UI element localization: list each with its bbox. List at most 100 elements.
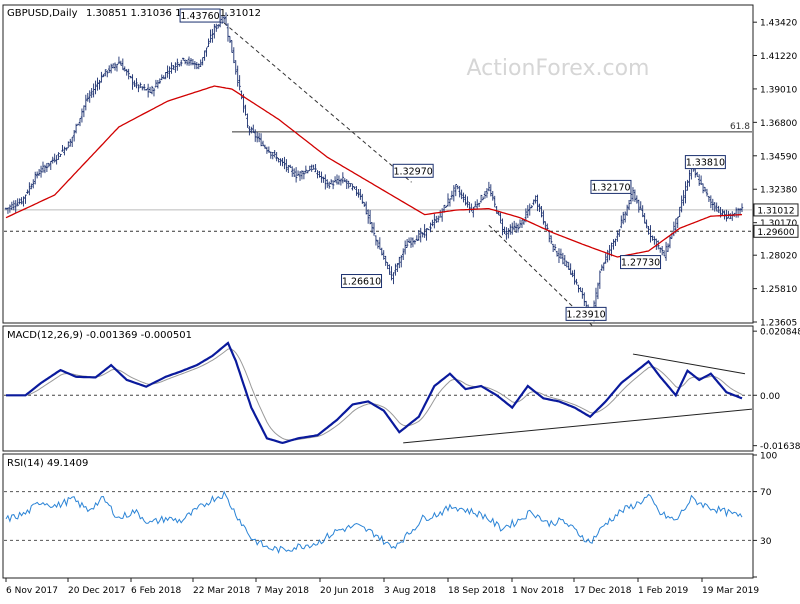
price-bar <box>178 63 181 67</box>
price-annotation: 1.23910 <box>565 306 607 321</box>
price-bar <box>166 65 169 78</box>
price-bar <box>328 181 331 189</box>
price-bar <box>372 222 376 236</box>
price-bar <box>553 244 557 251</box>
rsi-panel <box>2 453 754 579</box>
price-bar <box>565 260 568 268</box>
price-bar <box>291 166 294 177</box>
price-bar <box>511 222 514 235</box>
price-bar <box>400 255 403 268</box>
price-bar <box>489 184 493 197</box>
price-bar <box>187 56 191 66</box>
price-bar <box>363 201 366 207</box>
price-bar <box>16 198 19 207</box>
rsi-label: RSI(14) 49.1409 <box>7 458 88 469</box>
price-bar <box>211 28 214 43</box>
price-bar <box>34 171 37 185</box>
price-bar <box>37 169 41 176</box>
last-price-label: 1.31012 <box>757 206 794 216</box>
price-bar <box>403 240 407 255</box>
price-tick-label: 1.39010 <box>760 85 797 95</box>
price-bar <box>57 152 60 160</box>
price-bar <box>47 162 51 168</box>
price-bar <box>635 195 639 204</box>
price-bar <box>238 75 241 91</box>
time-tick-label: 17 Dec 2018 <box>574 586 632 596</box>
price-bar <box>631 187 635 202</box>
price-bar <box>185 59 189 66</box>
price-bar <box>483 191 487 199</box>
price-bar <box>596 282 600 300</box>
price-bar <box>365 201 368 215</box>
price-bar <box>425 227 428 241</box>
price-bar <box>174 62 177 73</box>
price-bar <box>680 195 683 213</box>
price-bar <box>487 181 491 192</box>
time-tick-label: 7 May 2018 <box>256 586 309 596</box>
price-bar <box>431 219 434 227</box>
macd-trendline-upper <box>632 353 746 375</box>
price-bar <box>335 174 339 185</box>
price-bar <box>45 162 49 173</box>
support-price-label: 1.29600 <box>757 228 794 238</box>
price-bar <box>20 197 23 205</box>
price-bar <box>117 56 121 64</box>
price-bar <box>505 227 508 240</box>
price-bar <box>102 73 105 78</box>
price-bar <box>331 180 335 190</box>
price-bar <box>427 228 430 231</box>
price-bar <box>727 210 730 219</box>
price-bar <box>678 206 681 218</box>
price-bar <box>135 78 138 89</box>
price-bar <box>522 220 526 225</box>
price-bar <box>234 60 237 75</box>
price-bar <box>22 196 25 207</box>
price-bar <box>466 196 469 208</box>
price-bar <box>203 50 206 61</box>
price-bar <box>662 250 666 257</box>
price-bar <box>302 170 306 180</box>
price-annotation: 1.43760 <box>179 8 221 23</box>
price-bar <box>72 130 76 142</box>
price-bar <box>409 237 413 248</box>
price-bar <box>598 270 602 289</box>
price-bar <box>39 165 43 178</box>
annotation-label: 1.27730 <box>621 258 660 269</box>
price-bar <box>493 195 496 208</box>
price-bar <box>139 82 142 88</box>
price-bar <box>627 200 631 211</box>
price-bar <box>497 211 500 216</box>
price-bar <box>509 224 512 235</box>
price-bar <box>205 47 208 57</box>
time-tick-label: 6 Feb 2018 <box>131 586 182 596</box>
price-bar <box>625 204 629 216</box>
price-bar <box>180 59 183 67</box>
price-bar <box>213 23 216 39</box>
price-bar <box>189 58 193 66</box>
price-bar <box>199 59 202 68</box>
annotation-box <box>620 255 662 270</box>
price-bar <box>495 206 498 214</box>
price-tick-label: 1.23605 <box>760 319 797 329</box>
price-bar <box>643 212 646 224</box>
price-bar <box>405 239 409 248</box>
price-bar <box>250 126 253 134</box>
price-bar <box>257 132 261 143</box>
time-tick-label: 1 Feb 2019 <box>638 586 689 596</box>
price-bar <box>477 202 481 207</box>
price-bar <box>308 165 311 172</box>
price-bar <box>472 206 475 218</box>
price-bar <box>398 256 401 269</box>
price-bar <box>224 12 228 26</box>
price-bar <box>446 193 450 207</box>
price-bar <box>696 171 699 177</box>
price-bar <box>12 200 15 211</box>
moving-average <box>5 85 743 258</box>
price-bar <box>637 199 641 213</box>
price-bar <box>220 15 224 24</box>
price-bar <box>435 215 438 223</box>
price-bars <box>4 12 744 322</box>
price-bar <box>715 202 718 212</box>
price-axis: 1.43420 1.41220 1.39010 1.36800 1.34590 1.323… <box>753 19 797 329</box>
price-bar <box>376 239 380 249</box>
